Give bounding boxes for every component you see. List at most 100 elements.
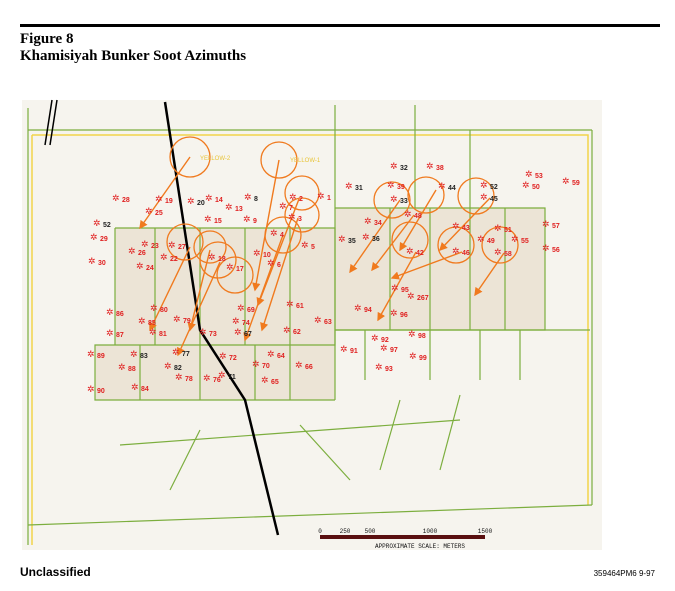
bunker-icon: ✲ — [522, 180, 530, 190]
bunker-label: 51 — [504, 227, 512, 234]
soot-radius-circle — [481, 226, 519, 264]
bunker-label: 31 — [355, 185, 363, 192]
bunker-icon: ✲ — [267, 349, 275, 359]
scale-tick-label: 1000 — [423, 528, 438, 535]
bunker-label: 80 — [160, 307, 168, 314]
bunker-icon: ✲ — [87, 349, 95, 359]
bunker-label: 59 — [572, 180, 580, 187]
bunker-label: 96 — [400, 312, 408, 319]
soot-radius-circle — [457, 177, 495, 215]
soot-azimuth-arrow — [149, 246, 191, 332]
bunker-icon: ✲ — [288, 212, 296, 222]
bunker-icon: ✲ — [404, 209, 412, 219]
document-id: 359464PM6 9-97 — [593, 569, 655, 578]
bunker-label: 61 — [296, 303, 304, 310]
bunker-icon: ✲ — [317, 191, 325, 201]
bunker-label: 81 — [159, 331, 167, 338]
grid-line — [169, 429, 201, 491]
scale-tick-label: 0 — [318, 528, 322, 535]
bunker-label: 83 — [140, 353, 148, 360]
bunker-icon: ✲ — [314, 315, 322, 325]
bunker-label: 10 — [263, 252, 271, 259]
bunker-icon: ✲ — [208, 252, 216, 262]
bunker-icon: ✲ — [243, 214, 251, 224]
soot-azimuth-arrow — [390, 251, 463, 280]
bunker-icon: ✲ — [283, 325, 291, 335]
soot-radius-circle — [437, 226, 475, 264]
bunker-icon: ✲ — [204, 214, 212, 224]
bunker-label: 73 — [209, 331, 217, 338]
bunker-icon: ✲ — [387, 180, 395, 190]
bunker-icon: ✲ — [390, 194, 398, 204]
bunker-icon: ✲ — [141, 239, 149, 249]
bunker-icon: ✲ — [90, 232, 98, 242]
bunker-label: 87 — [116, 332, 124, 339]
marker-label: YELLOW-2 — [200, 156, 231, 162]
soot-azimuth-arrow — [256, 198, 300, 307]
bunker-label: 26 — [138, 250, 146, 257]
bunker-label: 34 — [374, 220, 382, 227]
bunker-icon: ✲ — [155, 194, 163, 204]
bunker-label: 7 — [289, 205, 293, 212]
bunker-icon: ✲ — [426, 161, 434, 171]
bunker-icon: ✲ — [88, 256, 96, 266]
soot-radius-circle — [284, 197, 320, 233]
soot-radius-circle — [284, 175, 320, 211]
bunker-icon: ✲ — [205, 193, 213, 203]
bunker-icon: ✲ — [408, 329, 416, 339]
scale-bar — [320, 535, 485, 539]
bunker-icon: ✲ — [130, 349, 138, 359]
marker-label: YELLOW-1 — [290, 158, 321, 164]
soot-azimuth-arrow — [371, 214, 415, 272]
bunker-label: 45 — [490, 196, 498, 203]
bunker-label: 25 — [155, 210, 163, 217]
bunker-label: 85 — [148, 320, 156, 327]
bunker-icon: ✲ — [362, 232, 370, 242]
bunker-icon: ✲ — [562, 176, 570, 186]
bunker-label: 52 — [103, 222, 111, 229]
bunker-icon: ✲ — [160, 252, 168, 262]
bunker-icon: ✲ — [136, 261, 144, 271]
bunker-icon: ✲ — [480, 192, 488, 202]
bunker-icon: ✲ — [406, 246, 414, 256]
bunker-label: 29 — [100, 236, 108, 243]
bunker-label: 92 — [381, 337, 389, 344]
bunker-icon: ✲ — [172, 347, 180, 357]
bunker-label: 23 — [151, 243, 159, 250]
bunker-icon: ✲ — [407, 291, 415, 301]
bunker-icon: ✲ — [409, 351, 417, 361]
bunker-icon: ✲ — [175, 372, 183, 382]
bunker-icon: ✲ — [525, 169, 533, 179]
bunker-label: 14 — [215, 197, 223, 204]
bunker-icon: ✲ — [267, 258, 275, 268]
bunker-icon: ✲ — [364, 216, 372, 226]
bunker-label: 43 — [462, 225, 470, 232]
soot-azimuth-arrow — [439, 197, 491, 252]
bunker-label: 24 — [146, 265, 154, 272]
bunker-label: 52 — [490, 184, 498, 191]
bunker-icon: ✲ — [338, 234, 346, 244]
bunker-icon: ✲ — [345, 181, 353, 191]
soot-radius-circle — [373, 181, 411, 219]
bunker-icon: ✲ — [219, 351, 227, 361]
bunker-label: 8 — [254, 196, 258, 203]
bunker-label: 22 — [170, 256, 178, 263]
bunker-icon: ✲ — [390, 308, 398, 318]
bunker-label: 42 — [416, 250, 424, 257]
bunker-icon: ✲ — [203, 373, 211, 383]
soot-azimuth-arrow — [243, 234, 284, 342]
bunker-label: 44 — [448, 185, 456, 192]
bunker-icon: ✲ — [112, 193, 120, 203]
bunker-label: 91 — [350, 348, 358, 355]
figure-title: Khamisiyah Bunker Soot Azimuths — [20, 48, 247, 64]
bunker-label: 32 — [400, 165, 408, 172]
bunker-label: 4 — [280, 232, 284, 239]
bunker-icon: ✲ — [87, 384, 95, 394]
soot-radius-circle — [166, 223, 204, 261]
bunker-label: 76 — [213, 377, 221, 384]
scale-tick-label: 1500 — [478, 528, 493, 535]
bunker-icon: ✲ — [380, 343, 388, 353]
bunker-icon: ✲ — [150, 303, 158, 313]
bunker-label: 1 — [327, 195, 331, 202]
bunker-icon: ✲ — [149, 327, 157, 337]
